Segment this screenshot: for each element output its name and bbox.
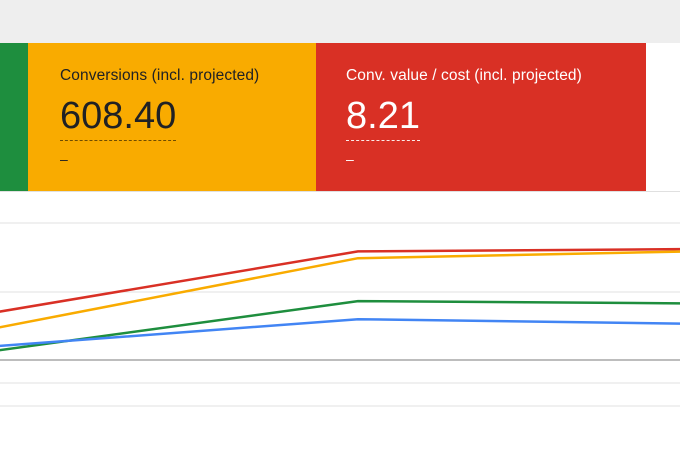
- scorecard-conv-value-cost-change: –: [346, 151, 354, 167]
- scorecard-conversions-label: Conversions (incl. projected): [60, 67, 260, 84]
- scorecard-conversions-change: –: [60, 151, 68, 167]
- scorecard-conversions[interactable]: Conversions (incl. projected) 608.40 –: [28, 43, 316, 191]
- scorecard-green-partial[interactable]: [0, 43, 28, 191]
- scorecard-row: Conversions (incl. projected) 608.40 – C…: [0, 43, 680, 191]
- scorecard-conv-value-cost[interactable]: Conv. value / cost (incl. projected) 8.2…: [316, 43, 646, 191]
- scorecard-conv-value-cost-label: Conv. value / cost (incl. projected): [346, 67, 582, 84]
- chart-series-line-2[interactable]: [0, 299, 680, 352]
- cards-divider: [0, 191, 680, 192]
- chart-series-line-0[interactable]: [0, 247, 680, 313]
- chart-series-line-3[interactable]: [0, 317, 680, 348]
- scorecard-conv-value-cost-value: 8.21: [346, 95, 420, 141]
- scorecard-conversions-value: 608.40: [60, 95, 177, 141]
- chart-series-line-1[interactable]: [0, 250, 680, 329]
- top-bar: [0, 0, 680, 43]
- performance-line-chart: [0, 222, 680, 407]
- scorecard-empty-partial[interactable]: [646, 43, 680, 191]
